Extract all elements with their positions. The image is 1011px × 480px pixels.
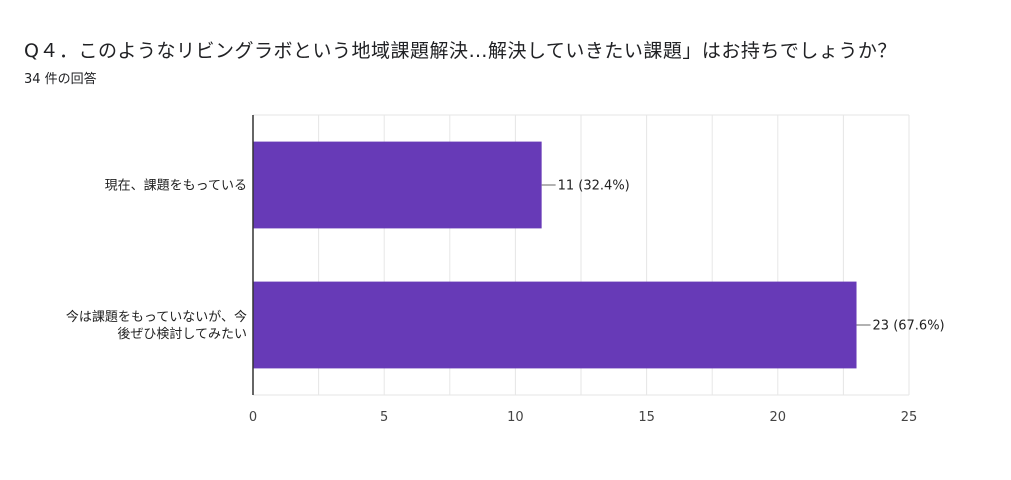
- category-label: 今は課題をもっていないが、今: [66, 309, 247, 325]
- chart-title: Q４．このようなリビングラボという地域課題解決…解決していきたい課題」はお持ちで…: [24, 40, 897, 62]
- category-label: 後ぜひ検討してみたい: [117, 326, 247, 342]
- x-tick-label: 25: [901, 410, 918, 425]
- x-tick-label: 20: [770, 410, 787, 425]
- x-tick-label: 10: [507, 410, 524, 425]
- bar: [253, 281, 857, 369]
- data-label: 23 (67.6%): [873, 319, 945, 334]
- data-label: 11 (32.4%): [558, 179, 630, 194]
- category-label: 現在、課題をもっている: [105, 178, 247, 194]
- bar: [253, 141, 542, 229]
- x-tick-label: 0: [249, 410, 257, 425]
- x-tick-label: 5: [380, 410, 388, 425]
- response-count: 34 件の回答: [24, 72, 97, 87]
- x-tick-label: 15: [638, 410, 655, 425]
